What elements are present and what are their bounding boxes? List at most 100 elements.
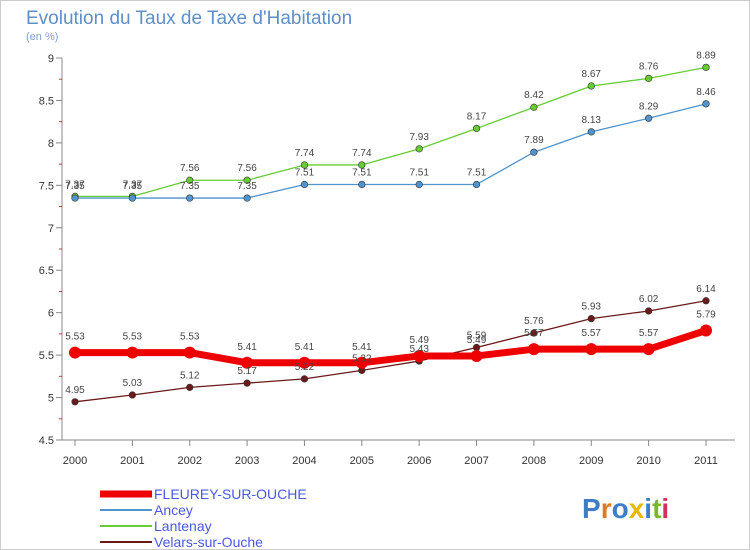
data-point (183, 346, 196, 359)
series-lantenay (71, 63, 710, 200)
data-label: 8.76 (639, 61, 659, 72)
data-label: 8.13 (582, 115, 602, 126)
data-label: 5.57 (582, 328, 602, 339)
x-tick-label: 2006 (407, 455, 431, 467)
data-label: 7.37 (123, 179, 143, 190)
data-label: 5.76 (524, 316, 544, 327)
data-label: 5.53 (180, 332, 200, 343)
data-label: 5.22 (295, 362, 315, 373)
series-line (71, 326, 710, 367)
y-tick-label: 9 (48, 53, 54, 65)
data-label: 7.35 (237, 181, 257, 192)
data-point (126, 346, 139, 359)
legend-label: Lantenay (154, 518, 212, 534)
x-tick-label: 2008 (522, 455, 546, 467)
data-label: 8.17 (467, 111, 487, 122)
data-label: 5.49 (409, 335, 429, 346)
data-label: 5.41 (237, 342, 257, 353)
data-point (587, 82, 595, 90)
y-tick-label: 7 (48, 223, 54, 235)
chart-title: Evolution du Taux de Taxe d'Habitation (26, 8, 352, 29)
data-point (186, 176, 194, 184)
data-point (702, 297, 710, 305)
series-fleurey-sur-ouche (69, 324, 712, 369)
data-point (243, 379, 251, 387)
x-ticks: 2000 2001 2002 2003 2004 2005 2006 2007 2008 2009… (63, 440, 718, 467)
x-tick-label: 2011 (694, 455, 718, 467)
x-tick-label: 2009 (579, 455, 603, 467)
data-label: 5.03 (123, 378, 143, 389)
data-point (413, 349, 426, 362)
x-tick-label: 2002 (177, 455, 201, 467)
data-label: 8.29 (639, 101, 659, 112)
series-velars-sur-ouche (71, 297, 710, 406)
y-tick-label: 8 (48, 138, 54, 150)
y-ticks: 4.5 5 5.5 6 6.5 7 7.5 8 8.5 9 (39, 53, 62, 447)
data-label: 7.74 (352, 148, 372, 159)
data-point (585, 343, 598, 356)
data-label: 5.53 (123, 332, 143, 343)
data-point (241, 356, 254, 369)
data-point (642, 343, 655, 356)
legend: FLEUREY-SUR-OUCHEAnceyLantenayVelars-sur… (100, 486, 307, 550)
data-label: 5.59 (467, 330, 487, 341)
data-label: 7.51 (295, 167, 315, 178)
y-tick-label: 6.5 (39, 265, 54, 277)
data-point (472, 180, 481, 189)
x-tick-label: 2000 (63, 455, 87, 467)
data-point (700, 324, 712, 337)
data-point (243, 176, 251, 184)
data-label: 7.51 (409, 167, 429, 178)
data-point (355, 356, 368, 369)
y-tick-label: 6 (48, 308, 54, 320)
x-tick-label: 2010 (636, 455, 660, 467)
data-point (470, 349, 483, 362)
data-point (472, 124, 481, 133)
data-label: 5.12 (180, 370, 200, 381)
data-point (645, 74, 653, 82)
data-point (702, 100, 710, 108)
data-label: 7.74 (295, 148, 315, 159)
legend-label: FLEUREY-SUR-OUCHE (154, 486, 307, 502)
data-point (645, 307, 653, 315)
data-label: 7.37 (65, 179, 85, 190)
data-label: 8.46 (696, 87, 716, 98)
y-tick-label: 7.5 (39, 180, 54, 192)
proxiti-logo: Proxiti (582, 493, 669, 524)
data-label: 5.49 (467, 335, 487, 346)
data-label: 7.51 (467, 167, 487, 178)
data-point (69, 346, 81, 359)
data-point (702, 63, 710, 71)
data-label: 8.67 (582, 69, 602, 80)
svg-text:Proxiti: Proxiti (582, 493, 669, 524)
data-point (415, 180, 423, 189)
data-label: 5.79 (696, 309, 716, 320)
data-label: 5.41 (352, 342, 372, 353)
data-label: 8.42 (524, 90, 544, 101)
data-point (530, 329, 538, 337)
data-point (358, 180, 366, 189)
y-tick-label: 5.5 (39, 350, 54, 362)
x-tick-label: 2005 (350, 455, 374, 467)
x-tick-label: 2007 (464, 455, 488, 467)
data-point (358, 161, 366, 169)
data-label: 5.17 (237, 366, 257, 377)
series-line (74, 103, 707, 199)
x-tick-label: 2004 (292, 455, 316, 467)
data-point (186, 194, 194, 202)
data-point (300, 161, 309, 169)
y-tick-label: 8.5 (39, 95, 54, 107)
data-labels: 4.95 5.03 5.12 5.17 5.22 5.32 5.43 5.59 5.76 5.93… (65, 50, 716, 395)
data-label: 6.02 (639, 294, 659, 305)
data-point (530, 148, 538, 156)
y-tick-label: 4.5 (39, 435, 54, 447)
series-ancey (71, 100, 710, 202)
data-label: 5.32 (352, 353, 372, 364)
data-label: 7.56 (180, 163, 200, 174)
data-label: 7.51 (352, 167, 372, 178)
data-label: 4.95 (65, 385, 85, 396)
data-point (415, 145, 423, 153)
data-point (587, 315, 595, 323)
data-point (298, 356, 311, 369)
